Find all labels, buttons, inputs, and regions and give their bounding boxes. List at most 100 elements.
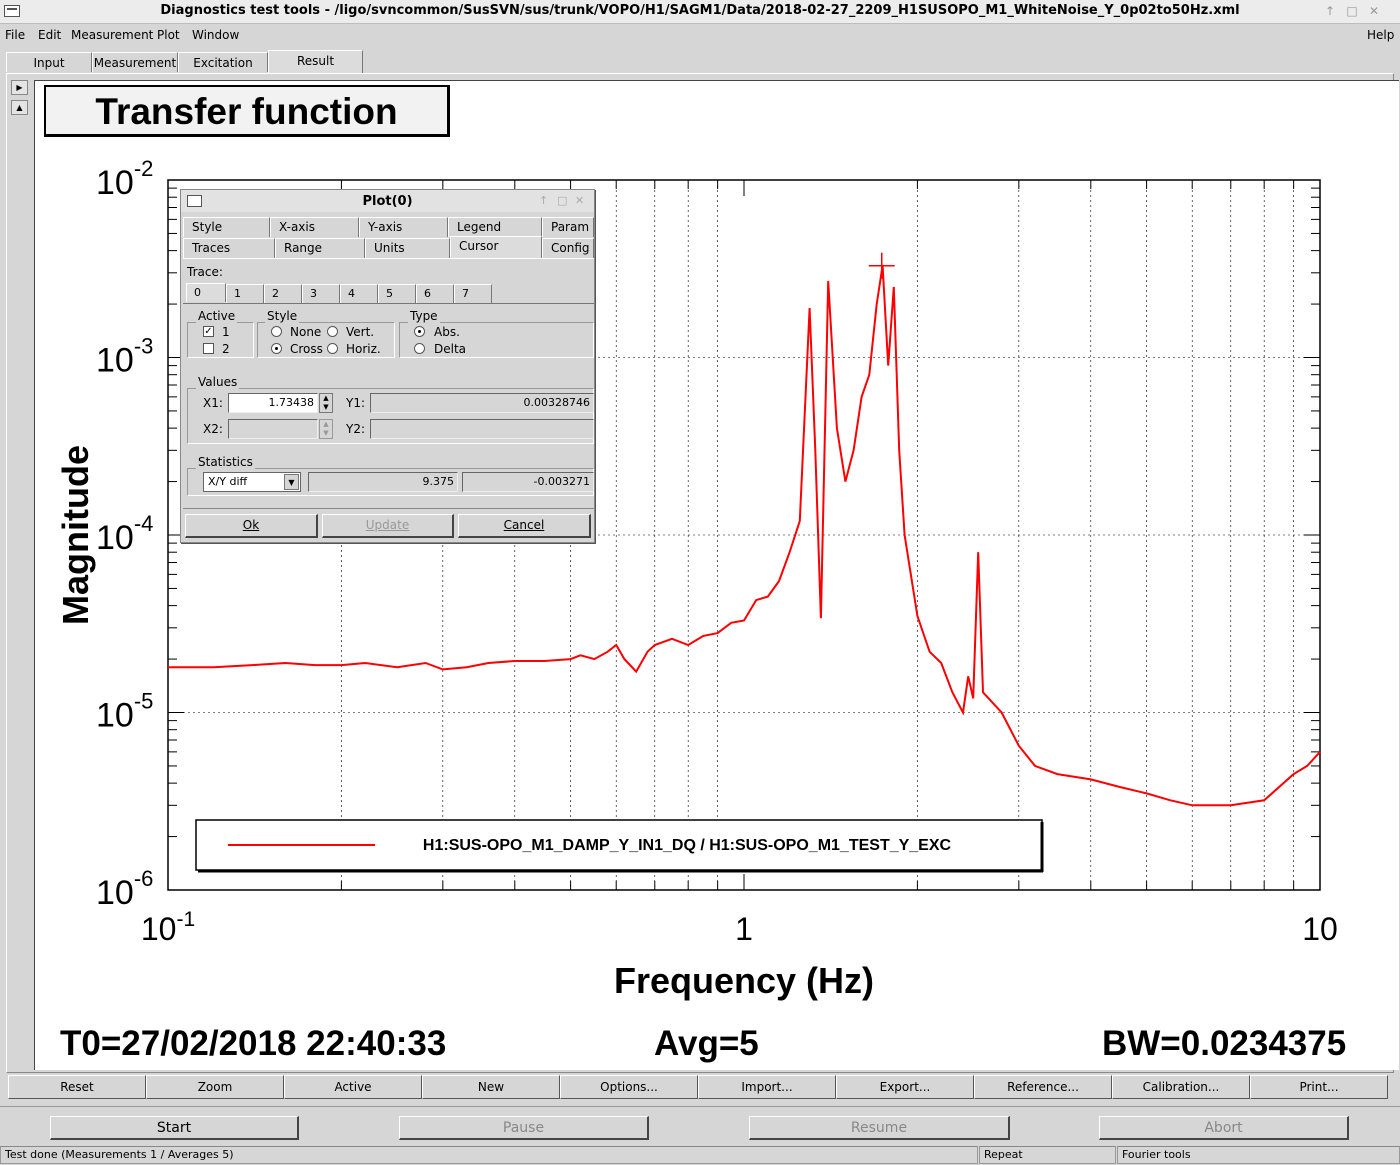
abort-button[interactable]: Abort <box>1099 1116 1349 1140</box>
start-button[interactable]: Start <box>50 1116 299 1140</box>
dialog-menu-icon[interactable] <box>187 195 202 207</box>
style-vert-label: Vert. <box>346 325 375 339</box>
tab-excitation[interactable]: Excitation <box>178 52 268 72</box>
y-tick-labels: 10-2 10-3 10-4 10-5 10-6 <box>96 156 153 912</box>
chart-grid <box>168 180 1320 890</box>
menu-window[interactable]: Window <box>192 28 240 42</box>
trace-label: Trace: <box>187 265 223 279</box>
dialog-tab-range[interactable]: Range <box>275 238 365 258</box>
active-group <box>187 322 254 358</box>
style-none-radio[interactable] <box>271 326 282 337</box>
window-menu-icon[interactable] <box>4 5 20 17</box>
dialog-tab-style[interactable]: Style <box>183 217 270 237</box>
new-button[interactable]: New <box>422 1075 560 1099</box>
x1-input[interactable]: 1.73438 <box>228 393 318 413</box>
dialog-tab-param[interactable]: Param <box>542 217 594 237</box>
type-abs-label: Abs. <box>434 325 460 339</box>
type-delta-radio[interactable] <box>414 343 425 354</box>
x-axis-label: Frequency (Hz) <box>614 960 874 1001</box>
tab-input[interactable]: Input <box>6 52 92 72</box>
x-tick-labels: 10-1 1 10 <box>141 908 1338 947</box>
dialog-tab-cursor[interactable]: Cursor <box>450 236 542 258</box>
update-button[interactable]: Update <box>322 514 454 538</box>
dialog-tab-units[interactable]: Units <box>365 238 450 258</box>
active-2-checkbox[interactable] <box>203 343 214 354</box>
y-tick-label: 10-3 <box>96 334 153 380</box>
trace-tab-7[interactable]: 7 <box>454 284 492 303</box>
style-horiz-label: Horiz. <box>346 342 381 356</box>
window-title: Diagnostics test tools - /ligo/svncommon… <box>160 3 1240 18</box>
menu-edit[interactable]: Edit <box>38 28 62 42</box>
trace-tab-5[interactable]: 5 <box>378 284 416 303</box>
calibration-button[interactable]: Calibration... <box>1112 1075 1250 1099</box>
menu-file[interactable]: File <box>5 28 26 42</box>
panel-expand-right-icon[interactable]: ▶ <box>11 80 28 95</box>
export-button[interactable]: Export... <box>836 1075 974 1099</box>
window-close-icon[interactable]: ✕ <box>1368 4 1380 18</box>
dialog-titlebar[interactable]: Plot(0) ↑ □ ✕ <box>181 190 594 212</box>
options-button[interactable]: Options... <box>560 1075 698 1099</box>
dialog-maximize-icon[interactable]: □ <box>557 194 568 207</box>
window-maximize-icon[interactable]: □ <box>1346 4 1358 18</box>
active-1-checkbox[interactable]: ✓ <box>203 326 214 337</box>
type-delta-label: Delta <box>434 342 467 356</box>
y-tick-label: 10-6 <box>96 866 153 912</box>
plot-options-dialog[interactable]: Plot(0) ↑ □ ✕ Style X-axis Y-axis Legend… <box>180 189 595 543</box>
panel-collapse-up-icon[interactable]: ▲ <box>11 100 28 115</box>
x-tick-label: 1 <box>735 911 753 947</box>
dialog-tab-y-axis[interactable]: Y-axis <box>359 217 448 237</box>
active-button[interactable]: Active <box>284 1075 422 1099</box>
ok-button[interactable]: Ok <box>185 514 318 538</box>
window-raise-icon[interactable]: ↑ <box>1324 4 1336 18</box>
style-cross-radio[interactable] <box>271 343 282 354</box>
trace-tab-3[interactable]: 3 <box>302 284 340 303</box>
statistics-select[interactable]: X/Y diff ▼ <box>203 472 301 492</box>
trace-tab-1[interactable]: 1 <box>226 284 264 303</box>
x1-spinner-icon[interactable]: ▲ ▼ <box>319 393 333 413</box>
x2-spinner-icon[interactable]: ▲ ▼ <box>319 419 333 439</box>
zoom-button[interactable]: Zoom <box>146 1075 284 1099</box>
type-abs-radio[interactable] <box>414 326 425 337</box>
trace-tab-4[interactable]: 4 <box>340 284 378 303</box>
menubar: File Edit Measurement Plot Window Help <box>0 25 1400 47</box>
pause-button[interactable]: Pause <box>399 1116 649 1140</box>
trace-tab-2[interactable]: 2 <box>264 284 302 303</box>
style-vert-radio[interactable] <box>327 326 338 337</box>
style-group <box>257 322 395 358</box>
trace-tab-0[interactable]: 0 <box>186 283 226 302</box>
style-horiz-radio[interactable] <box>327 343 338 354</box>
cancel-button[interactable]: Cancel <box>458 514 591 538</box>
reference-button[interactable]: Reference... <box>974 1075 1112 1099</box>
x-tick-label: 10 <box>1302 911 1338 947</box>
window-titlebar[interactable]: Diagnostics test tools - /ligo/svncommon… <box>0 0 1400 24</box>
chevron-down-icon[interactable]: ▼ <box>284 474 299 490</box>
y-axis-label: Magnitude <box>55 445 96 625</box>
dialog-raise-icon[interactable]: ↑ <box>539 194 549 207</box>
x2-input[interactable] <box>228 419 318 439</box>
menu-plot[interactable]: Plot <box>157 28 180 42</box>
x2-label: X2: <box>203 422 223 436</box>
y-tick-label: 10-2 <box>96 156 153 202</box>
trace-tab-6[interactable]: 6 <box>416 284 454 303</box>
reset-button[interactable]: Reset <box>8 1075 146 1099</box>
menu-help[interactable]: Help <box>1367 28 1395 42</box>
y1-label: Y1: <box>346 396 366 410</box>
dialog-tab-x-axis[interactable]: X-axis <box>270 217 359 237</box>
x-tick-label: 10-1 <box>141 908 195 947</box>
dialog-tab-traces[interactable]: Traces <box>183 238 275 258</box>
active-2-label: 2 <box>222 342 230 356</box>
menu-measurement[interactable]: Measurement <box>71 28 154 42</box>
style-none-label: None <box>290 325 322 339</box>
status-tool: Fourier tools <box>1117 1146 1400 1164</box>
dialog-tab-legend[interactable]: Legend <box>448 217 542 237</box>
resume-button[interactable]: Resume <box>749 1116 1010 1140</box>
statistics-group-label: Statistics <box>196 455 255 469</box>
tab-measurement[interactable]: Measurement <box>92 52 178 72</box>
dialog-close-icon[interactable]: ✕ <box>575 194 585 207</box>
print-button[interactable]: Print... <box>1250 1075 1388 1099</box>
import-button[interactable]: Import... <box>698 1075 836 1099</box>
dialog-tab-config[interactable]: Config <box>542 238 594 258</box>
plot-avg: Avg=5 <box>654 1024 759 1063</box>
tab-result[interactable]: Result <box>268 50 363 74</box>
